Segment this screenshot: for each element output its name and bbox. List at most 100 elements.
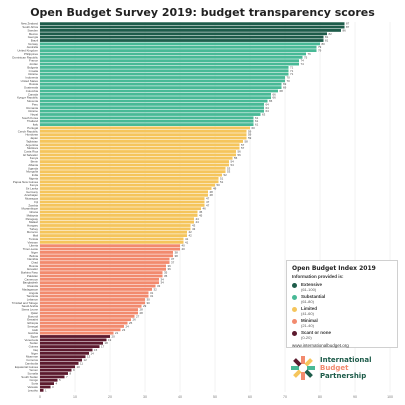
- bar: [40, 264, 166, 268]
- legend-item: Minimal (21-40): [292, 318, 392, 328]
- category-label: Iraq: [33, 348, 38, 352]
- value-label: 51: [220, 180, 224, 184]
- bar: [40, 207, 201, 211]
- value-label: 28: [140, 308, 144, 312]
- category-label: Romania: [26, 106, 38, 110]
- category-label: Bolivia: [29, 254, 38, 258]
- value-label: 36: [168, 267, 172, 271]
- bar: [40, 113, 261, 116]
- bar: [40, 382, 54, 386]
- value-label: 69: [283, 86, 287, 90]
- category-label: Burundi: [28, 314, 38, 318]
- bar: [40, 82, 282, 86]
- value-label: 43: [192, 227, 196, 231]
- legend-range: (61-100): [301, 287, 317, 292]
- category-label: Ukraine: [28, 109, 38, 113]
- value-label: 76: [308, 52, 312, 56]
- category-label: Bosnia: [29, 264, 38, 268]
- bar: [40, 153, 236, 157]
- category-label: Yemen: [29, 368, 38, 372]
- legend-swatch-icon: [292, 295, 297, 300]
- category-label: Mongolia: [26, 170, 38, 174]
- category-label: Moldova: [27, 146, 38, 150]
- value-label: 47: [206, 200, 210, 204]
- bar: [40, 39, 324, 42]
- bar: [40, 102, 264, 106]
- bar: [40, 365, 75, 369]
- bar: [40, 335, 110, 338]
- value-label: 38: [175, 254, 179, 258]
- bar: [40, 146, 240, 150]
- bar: [40, 274, 163, 278]
- bar: [40, 183, 215, 187]
- value-label: 52: [224, 173, 228, 177]
- category-label: El Salvador: [23, 153, 38, 157]
- ibp-logo: International Budget Partnership: [290, 355, 372, 381]
- legend-label: Limited: [301, 306, 318, 311]
- value-label: 36: [168, 264, 172, 268]
- value-label: 18: [105, 341, 109, 345]
- value-label: 69: [283, 82, 287, 86]
- category-label: Benin: [31, 160, 39, 164]
- value-label: 71: [290, 69, 294, 73]
- category-label: Argentina: [26, 143, 39, 147]
- category-label: Dominican Republic: [12, 55, 38, 59]
- value-label: 40: [182, 247, 186, 251]
- logo-line1: International: [320, 356, 372, 364]
- bar: [40, 301, 145, 305]
- bar: [40, 200, 205, 204]
- value-label: 45: [199, 210, 203, 214]
- value-label: 5: [59, 378, 61, 382]
- category-label: Timor-Leste: [23, 247, 39, 251]
- bar: [40, 173, 222, 177]
- x-tick-label: 100: [387, 395, 393, 399]
- value-label: 42: [189, 230, 193, 234]
- bar: [40, 284, 156, 288]
- value-label: 34: [161, 281, 165, 285]
- x-tick-label: 70: [283, 395, 287, 399]
- legend-item: Scant or none (0-20): [292, 330, 392, 340]
- value-label: 35: [164, 274, 168, 278]
- category-label: Niger: [31, 250, 38, 254]
- value-label: 40: [182, 244, 186, 248]
- value-label: 41: [185, 240, 189, 244]
- bar: [40, 304, 142, 308]
- legend-range: (21-40): [301, 323, 314, 328]
- value-label: 60: [252, 126, 256, 130]
- value-label: 41: [185, 237, 189, 241]
- bar: [40, 210, 198, 214]
- bar: [40, 99, 268, 103]
- legend-label: Scant or none: [301, 330, 332, 335]
- bar: [40, 388, 44, 392]
- value-label: 9: [73, 368, 75, 372]
- bar: [40, 271, 163, 275]
- value-label: 42: [189, 234, 193, 238]
- category-label: Mexico: [29, 32, 39, 36]
- value-label: 44: [196, 220, 200, 224]
- value-label: 55: [234, 156, 238, 160]
- value-label: 54: [231, 160, 235, 164]
- category-label: Turkey: [29, 227, 38, 231]
- bar: [40, 42, 320, 46]
- legend-item: Substantial (61-80): [292, 294, 392, 304]
- bar: [40, 139, 243, 143]
- bar: [40, 109, 264, 113]
- bar: [40, 348, 93, 352]
- chart-title: Open Budget Survey 2019: budget transpar…: [30, 6, 375, 19]
- category-label: Russia: [29, 82, 38, 86]
- category-label: Lebanon: [27, 298, 39, 302]
- category-label: Kenya: [30, 156, 39, 160]
- category-label: Guinea: [29, 345, 39, 349]
- bar: [40, 318, 131, 322]
- category-label: Pakistan: [27, 274, 38, 278]
- bar: [40, 220, 194, 224]
- value-label: 64: [266, 106, 270, 110]
- bar: [40, 261, 170, 264]
- bar: [40, 277, 159, 281]
- value-label: 19: [108, 338, 112, 342]
- value-label: 50: [217, 183, 221, 187]
- bar: [40, 69, 289, 73]
- value-label: 61: [255, 119, 259, 123]
- bar: [40, 45, 317, 49]
